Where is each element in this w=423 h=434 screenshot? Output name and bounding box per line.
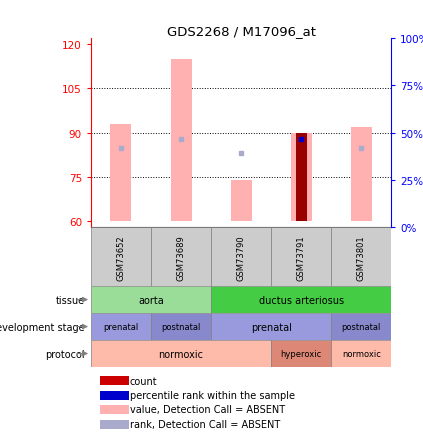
Bar [351,128,372,222]
Bar [296,134,307,222]
Text: tissue: tissue [56,295,85,305]
Bar [151,228,211,286]
Bar [291,134,312,222]
Bar [271,340,331,367]
Bar [170,60,192,222]
Text: protocol: protocol [45,349,85,358]
Text: GSM73652: GSM73652 [116,234,126,280]
Text: percentile rank within the sample: percentile rank within the sample [130,390,295,400]
Bar [100,405,129,414]
Bar [100,376,129,385]
Bar [151,313,211,340]
Text: prenatal: prenatal [251,322,291,332]
Text: prenatal: prenatal [103,322,139,331]
Bar [331,340,391,367]
Text: GSM73790: GSM73790 [236,234,246,280]
Text: development stage: development stage [0,322,85,332]
Text: rank, Detection Call = ABSENT: rank, Detection Call = ABSENT [130,419,280,429]
Bar [100,391,129,400]
Text: aorta: aorta [138,295,164,305]
Text: GSM73689: GSM73689 [176,234,186,280]
Text: value, Detection Call = ABSENT: value, Detection Call = ABSENT [130,404,285,414]
Bar [211,228,271,286]
Text: normoxic: normoxic [342,349,381,358]
Bar [211,286,391,313]
Bar [211,313,331,340]
Bar [331,228,391,286]
Bar [91,313,151,340]
Text: count: count [130,376,158,386]
Bar [110,125,132,222]
Bar [91,286,211,313]
Bar [331,313,391,340]
Bar [231,181,252,222]
Title: GDS2268 / M17096_at: GDS2268 / M17096_at [167,25,316,38]
Bar [91,228,151,286]
Text: normoxic: normoxic [159,349,203,358]
Text: postnatal: postnatal [161,322,201,331]
Bar [271,228,331,286]
Text: hyperoxic: hyperoxic [280,349,322,358]
Text: GSM73801: GSM73801 [357,234,366,280]
Text: postnatal: postnatal [341,322,381,331]
Text: GSM73791: GSM73791 [297,234,306,280]
Text: ductus arteriosus: ductus arteriosus [258,295,344,305]
Bar [100,420,129,429]
Bar [91,340,271,367]
